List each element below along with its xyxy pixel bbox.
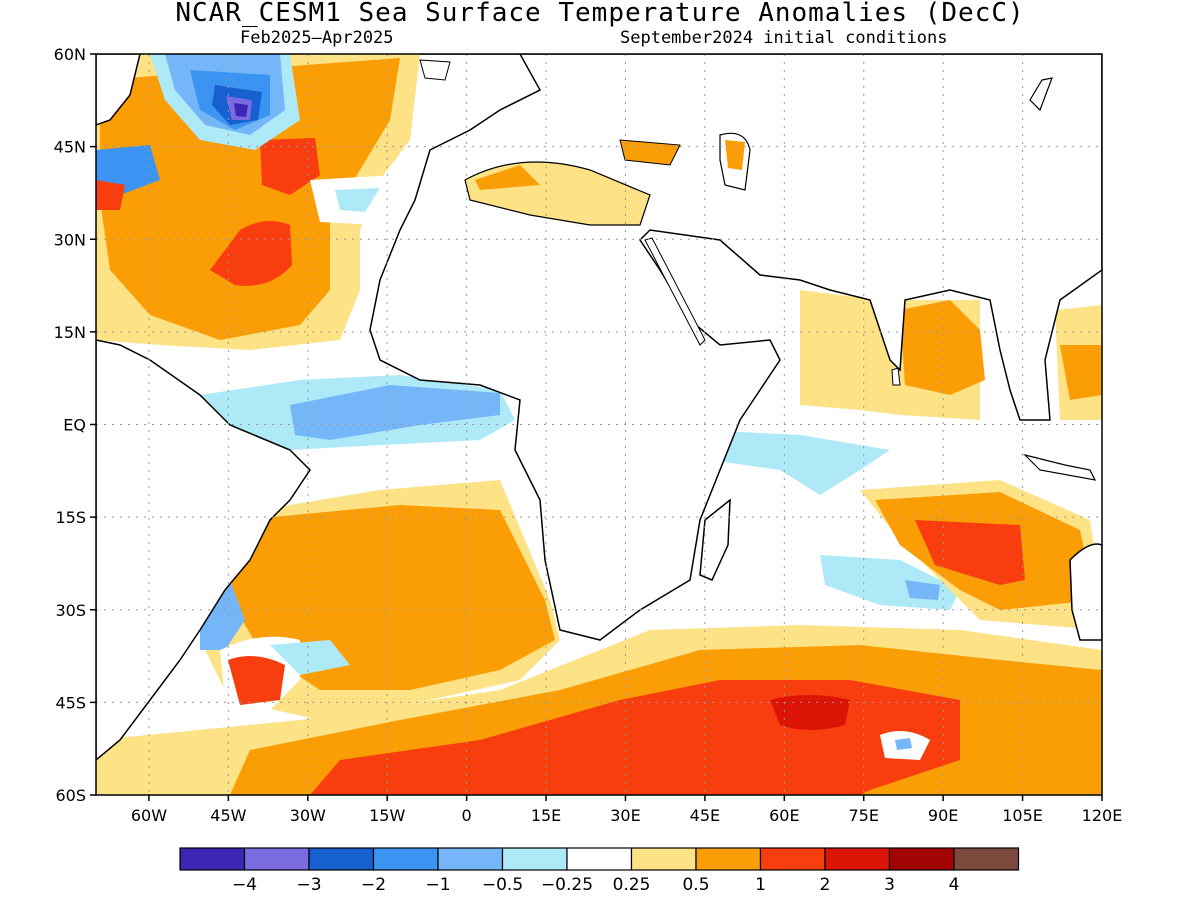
colorbar-label: −2 — [361, 875, 386, 895]
colorbar-swatch — [824, 847, 891, 871]
colorbar-label: −1 — [425, 875, 450, 895]
north-atlantic-cool-patch — [335, 188, 380, 212]
north-atlantic-strong-warm-2 — [260, 138, 320, 195]
south-america — [96, 339, 311, 761]
colorbar-swatch — [630, 847, 697, 871]
colorbar-swatch — [695, 847, 762, 871]
indian-ocean-cool-band — [700, 430, 890, 495]
lon-tick-label: 75E — [849, 806, 879, 825]
lon-tick-label: 90E — [928, 806, 958, 825]
colorbar-label: −0.5 — [482, 875, 523, 895]
lat-tick-label: 30N — [54, 230, 86, 249]
colorbar-label: 3 — [884, 875, 895, 895]
lat-tick-label: EQ — [63, 416, 86, 435]
colorbar-swatch — [179, 847, 246, 871]
australia — [1069, 543, 1102, 641]
colorbar-label: −4 — [232, 875, 257, 895]
madagascar — [699, 498, 731, 581]
lon-tick-label: 60W — [131, 806, 167, 825]
colorbar-label: 0.5 — [682, 875, 709, 895]
graticule — [96, 54, 1102, 795]
colorbar-swatch — [888, 847, 955, 871]
colorbar-swatch — [243, 847, 310, 871]
colorbar-label: 2 — [820, 875, 831, 895]
initial-conditions: September2024 initial conditions — [620, 28, 948, 48]
colorbar-swatch — [372, 847, 439, 871]
north-atlantic-moderate-warm — [100, 58, 400, 340]
lat-tick-label: 45N — [54, 138, 86, 157]
colorbar-swatch — [501, 847, 568, 871]
lon-tick-label: 45E — [690, 806, 720, 825]
lon-tick-label: 15E — [531, 806, 561, 825]
colorbar-label: −0.25 — [541, 875, 593, 895]
land-masses — [96, 54, 1102, 761]
lon-tick-label: 0 — [462, 806, 472, 825]
lon-tick-label: 105E — [1002, 806, 1043, 825]
lon-tick-label: 30W — [290, 806, 326, 825]
colorbar: −4 −3 −2 −1 −0.5 −0.25 0.25 0.5 1 2 3 4 — [179, 847, 1020, 895]
lat-tick-label: 15N — [54, 323, 86, 342]
colorbar-swatch — [437, 847, 504, 871]
lat-tick-label: 60S — [55, 786, 86, 805]
lat-tick-label: 30S — [55, 601, 86, 620]
north-atlantic-strong-warm-1 — [210, 221, 292, 286]
lon-tick-label: 30E — [610, 806, 640, 825]
colorbar-swatch — [953, 847, 1020, 871]
lat-tick-label: 45S — [55, 693, 86, 712]
lon-tick-label: 60E — [769, 806, 799, 825]
colorbar-label: 4 — [949, 875, 960, 895]
map-title: NCAR_CESM1 Sea Surface Temperature Anoma… — [175, 0, 1025, 28]
colorbar-swatch — [566, 847, 633, 871]
axis-ticks: 60N 45N 30N 15N EQ 15S 30S 45S 60S 60W 45W 30W 15W 0 1… — [54, 45, 1123, 825]
colorbar-label: 0.25 — [613, 875, 651, 895]
colorbar-label: −3 — [296, 875, 321, 895]
colorbar-swatch — [759, 847, 826, 871]
nw-atlantic-cold — [96, 145, 160, 195]
forecast-period: Feb2025–Apr2025 — [240, 28, 394, 48]
north-america — [96, 54, 141, 126]
colorbar-swatch — [308, 847, 375, 871]
lat-tick-label: 60N — [54, 45, 86, 64]
lon-tick-label: 45W — [210, 806, 246, 825]
lon-tick-label: 15W — [369, 806, 405, 825]
lon-tick-label: 120E — [1082, 806, 1123, 825]
colorbar-label: 1 — [755, 875, 766, 895]
lat-tick-label: 15S — [55, 508, 86, 527]
